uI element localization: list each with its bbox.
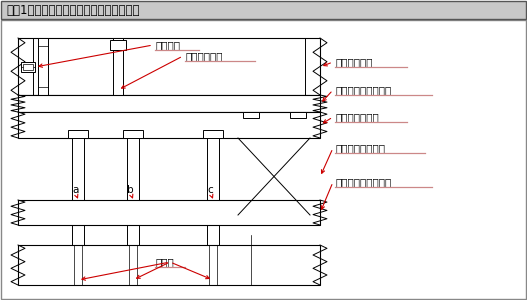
Bar: [68, 130, 88, 138]
Text: 『図1』組立・分解を考慮していない構造: 『図1』組立・分解を考慮していない構造: [6, 4, 140, 16]
Bar: [18, 95, 320, 112]
Bar: [72, 138, 84, 245]
Text: ストリッパプレート: ストリッパプレート: [335, 177, 391, 187]
Bar: [23, 64, 33, 70]
Bar: [290, 112, 306, 118]
Text: c: c: [207, 185, 213, 195]
Text: ストリッパボルト: ストリッパボルト: [335, 143, 385, 153]
Text: ダウエルピン: ダウエルピン: [185, 51, 222, 61]
Text: バッキングプレート: バッキングプレート: [335, 85, 391, 95]
Text: a: a: [72, 185, 79, 195]
Bar: [18, 245, 320, 285]
Bar: [209, 245, 217, 280]
Bar: [113, 38, 123, 95]
Bar: [21, 62, 35, 72]
Bar: [18, 38, 320, 95]
Bar: [18, 200, 320, 225]
Bar: [38, 38, 48, 95]
Bar: [127, 138, 139, 245]
Bar: [129, 245, 137, 280]
Text: パンチプレート: パンチプレート: [335, 112, 379, 122]
Bar: [18, 112, 320, 138]
Text: パンチホルダ: パンチホルダ: [335, 57, 373, 67]
Bar: [290, 209, 306, 215]
Bar: [203, 130, 223, 138]
Bar: [1, 1, 526, 19]
Bar: [243, 209, 259, 215]
Bar: [123, 130, 143, 138]
Bar: [243, 112, 259, 118]
Text: パンチ: パンチ: [155, 257, 174, 267]
Text: 止めねじ: 止めねじ: [155, 40, 180, 50]
Bar: [110, 40, 126, 50]
Bar: [74, 245, 82, 280]
Text: b: b: [127, 185, 134, 195]
Bar: [207, 138, 219, 245]
